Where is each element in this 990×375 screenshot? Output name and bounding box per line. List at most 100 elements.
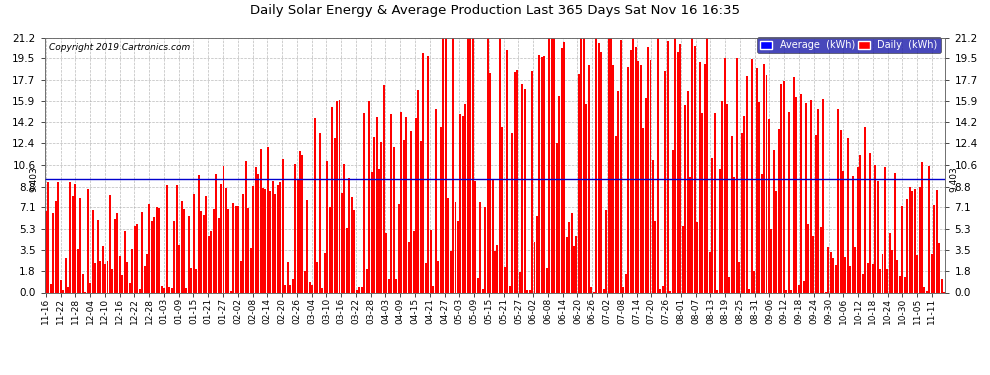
Bar [344, 164, 346, 292]
Bar [889, 233, 891, 292]
Bar [74, 184, 76, 292]
Bar [165, 185, 167, 292]
Bar [146, 254, 148, 292]
Bar [758, 102, 760, 292]
Bar [748, 289, 750, 292]
Bar [230, 291, 232, 292]
Bar [689, 177, 691, 292]
Bar [420, 141, 422, 292]
Bar [545, 268, 547, 292]
Bar [373, 137, 375, 292]
Bar [649, 60, 651, 292]
Bar [676, 51, 678, 292]
Bar [541, 57, 543, 292]
Bar [706, 38, 708, 292]
Bar [215, 174, 217, 292]
Bar [238, 206, 240, 292]
Bar [302, 155, 304, 292]
Bar [114, 219, 116, 292]
Bar [474, 181, 476, 292]
Bar [462, 116, 464, 292]
Bar [264, 189, 266, 292]
Bar [583, 38, 585, 292]
Bar [568, 222, 570, 292]
Bar [395, 279, 397, 292]
Bar [102, 246, 104, 292]
Bar [709, 252, 711, 292]
Bar [282, 159, 284, 292]
Bar [312, 285, 314, 292]
Bar [188, 216, 190, 292]
Bar [936, 190, 938, 292]
Bar [644, 99, 646, 292]
Bar [743, 116, 745, 292]
Bar [828, 247, 830, 292]
Bar [447, 198, 449, 292]
Bar [496, 245, 498, 292]
Bar [674, 38, 676, 292]
Bar [844, 257, 846, 292]
Bar [768, 118, 770, 292]
Bar [355, 290, 357, 292]
Bar [324, 253, 326, 292]
Bar [252, 186, 254, 292]
Bar [657, 38, 659, 292]
Bar [148, 204, 150, 292]
Bar [482, 289, 484, 292]
Bar [669, 291, 671, 292]
Bar [919, 187, 921, 292]
Bar [272, 181, 274, 292]
Bar [929, 166, 931, 292]
Bar [326, 160, 328, 292]
Bar [435, 110, 437, 292]
Bar [336, 100, 338, 292]
Bar [52, 213, 54, 292]
Bar [558, 96, 560, 292]
Bar [578, 74, 580, 292]
Bar [711, 158, 713, 292]
Bar [205, 196, 207, 292]
Bar [122, 274, 124, 292]
Bar [208, 236, 210, 292]
Bar [185, 288, 187, 292]
Bar [223, 166, 225, 292]
Bar [755, 69, 757, 292]
Bar [838, 109, 840, 292]
Bar [654, 221, 656, 292]
Bar [428, 56, 430, 292]
Bar [64, 258, 66, 292]
Bar [178, 245, 180, 292]
Bar [736, 58, 738, 292]
Bar [884, 167, 886, 292]
Bar [595, 38, 597, 292]
Bar [553, 38, 555, 292]
Bar [679, 44, 681, 292]
Bar [871, 264, 873, 292]
Bar [62, 290, 64, 292]
Bar [874, 165, 876, 292]
Bar [745, 76, 747, 292]
Bar [363, 113, 365, 292]
Bar [773, 150, 775, 292]
Bar [284, 285, 286, 292]
Bar [731, 136, 733, 292]
Bar [620, 40, 622, 292]
Bar [618, 91, 620, 292]
Bar [511, 133, 513, 292]
Bar [662, 286, 664, 292]
Bar [815, 135, 817, 292]
Bar [400, 112, 402, 292]
Bar [233, 203, 235, 292]
Bar [127, 262, 129, 292]
Bar [360, 287, 362, 292]
Bar [112, 269, 114, 292]
Bar [440, 127, 442, 292]
Bar [805, 103, 807, 292]
Bar [198, 175, 200, 292]
Bar [415, 118, 417, 292]
Bar [886, 269, 888, 292]
Bar [193, 194, 195, 292]
Bar [119, 256, 121, 292]
Bar [190, 268, 192, 292]
Bar [501, 128, 503, 292]
